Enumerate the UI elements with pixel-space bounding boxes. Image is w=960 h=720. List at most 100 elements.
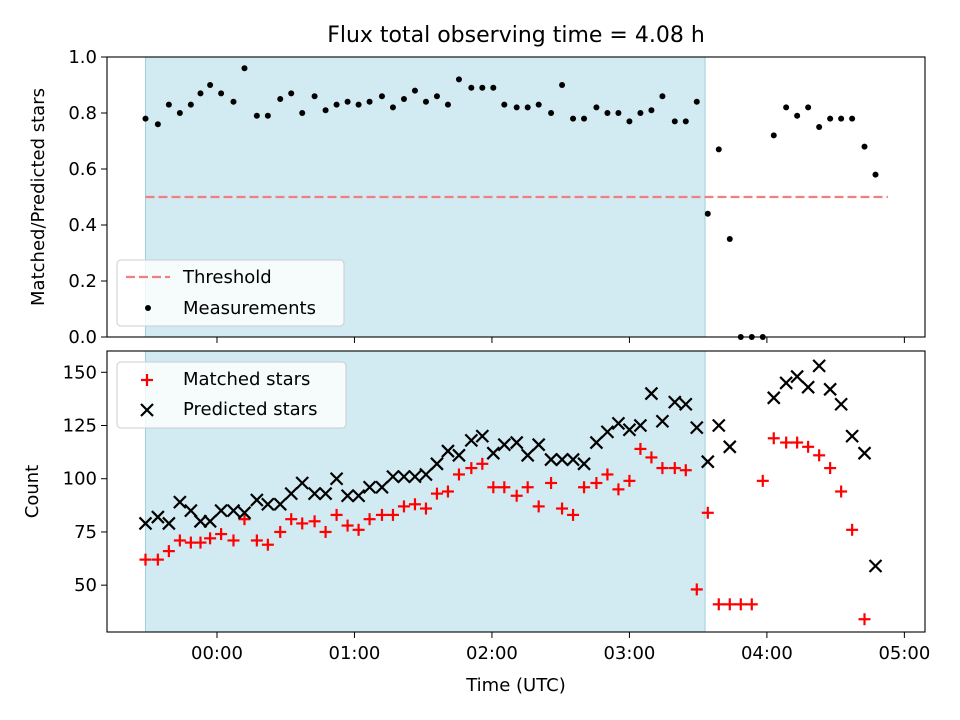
matched-star-point xyxy=(745,598,758,611)
measurement-point xyxy=(422,98,429,105)
predicted-star-point xyxy=(430,457,444,471)
matched-star-point xyxy=(532,500,545,513)
bottom-y-tick-label: 125 xyxy=(63,416,97,437)
measurement-point xyxy=(682,118,689,125)
cross-b xyxy=(329,471,344,486)
predicted-star-point xyxy=(261,497,275,512)
predicted-star-point xyxy=(766,391,781,405)
cross-b xyxy=(184,503,198,518)
predicted-star-point xyxy=(173,495,187,509)
matched-star-point xyxy=(215,528,228,541)
predicted-star-point xyxy=(273,497,288,512)
matched-star-point xyxy=(330,508,343,521)
measurement-point xyxy=(490,84,497,91)
cross-b xyxy=(690,420,704,435)
measurement-point xyxy=(615,110,622,116)
measurement-point xyxy=(805,104,812,111)
matched-star-point xyxy=(363,513,376,526)
predicted-star-point xyxy=(857,446,872,460)
cross-b xyxy=(214,503,228,518)
matched-star-point xyxy=(601,468,614,481)
cross-b xyxy=(419,467,433,482)
cross-b xyxy=(868,559,883,573)
predicted-star-point xyxy=(577,457,591,471)
top-legend-box xyxy=(116,259,345,327)
predicted-star-point xyxy=(679,397,693,411)
measurement-point xyxy=(479,84,486,91)
matched-star-point xyxy=(510,489,523,502)
matched-star-point xyxy=(645,451,658,464)
bottom-y-axis-label: Count xyxy=(22,465,43,518)
measurement-point xyxy=(277,96,284,102)
top-y-tick-label: 0.2 xyxy=(68,271,97,292)
cross-b xyxy=(307,486,322,501)
predicted-star-point xyxy=(475,429,490,443)
measurement-point xyxy=(559,82,566,88)
measurement-point xyxy=(311,93,318,100)
cross-b xyxy=(162,516,176,531)
measurement-point xyxy=(344,98,351,105)
bottom-y-tick-label: 150 xyxy=(63,362,97,383)
predicted-star-point xyxy=(509,435,524,450)
matched-star-point xyxy=(261,538,274,551)
predicted-star-point xyxy=(397,469,411,484)
bottom-y-axis: 50 75 100 125 150 xyxy=(63,362,107,596)
cross-b xyxy=(845,429,859,443)
top-y-tick-label: 0.6 xyxy=(68,159,97,180)
cross-b xyxy=(226,503,241,518)
matched-star-point xyxy=(556,502,569,515)
legend-measurements-label: Measurements xyxy=(183,298,316,319)
measurement-point xyxy=(524,104,531,111)
matched-star-point xyxy=(452,468,465,481)
figure-title: Flux total observing time = 4.08 h xyxy=(327,23,705,48)
predicted-star-point xyxy=(419,467,433,482)
measurement-point xyxy=(648,107,655,114)
predicted-star-point xyxy=(790,369,804,384)
top-legend: Threshold Measurements xyxy=(116,259,345,327)
cross-b xyxy=(622,422,637,437)
bottom-y-tick-label: 75 xyxy=(74,522,97,543)
cross-b xyxy=(544,452,558,467)
predicted-star-point xyxy=(375,480,389,495)
cross-b xyxy=(138,516,153,531)
measurement-point xyxy=(355,101,362,108)
cross-b xyxy=(497,437,512,452)
cross-b xyxy=(173,495,187,509)
x-axis-label: Time (UTC) xyxy=(465,675,566,696)
cross-b xyxy=(397,469,411,484)
cross-b xyxy=(679,397,693,411)
matched-star-point xyxy=(352,523,365,536)
legend-threshold-label: Threshold xyxy=(182,267,272,288)
measurement-point xyxy=(827,115,834,122)
measurement-point xyxy=(154,121,161,128)
cross-b xyxy=(362,480,377,495)
predicted-star-point xyxy=(555,452,569,467)
measurement-point xyxy=(455,76,462,83)
matched-star-point xyxy=(238,513,251,526)
matched-star-point xyxy=(767,432,780,445)
matched-star-point xyxy=(545,476,558,489)
predicted-star-point xyxy=(329,471,344,486)
predicted-star-point xyxy=(690,420,704,435)
cross-b xyxy=(203,514,217,529)
cross-b xyxy=(250,493,264,507)
predicted-star-point xyxy=(362,480,377,495)
measurement-point xyxy=(165,101,172,108)
legend-matched-swatch xyxy=(141,374,153,386)
measurement-point xyxy=(197,90,204,97)
measurement-point xyxy=(637,110,644,116)
measurement-point xyxy=(389,104,396,111)
cross-b xyxy=(644,386,659,401)
bottom-legend-box xyxy=(116,361,347,429)
matched-star-point xyxy=(139,553,152,566)
measurement-point xyxy=(513,104,520,111)
predicted-stars-markers xyxy=(138,359,883,573)
matched-star-point xyxy=(285,513,298,526)
predicted-star-point xyxy=(464,433,479,448)
predicted-star-point xyxy=(723,440,737,454)
cross-b xyxy=(701,454,715,469)
measurement-point xyxy=(770,132,777,139)
predicted-star-point xyxy=(214,503,228,518)
cross-b xyxy=(823,382,837,397)
